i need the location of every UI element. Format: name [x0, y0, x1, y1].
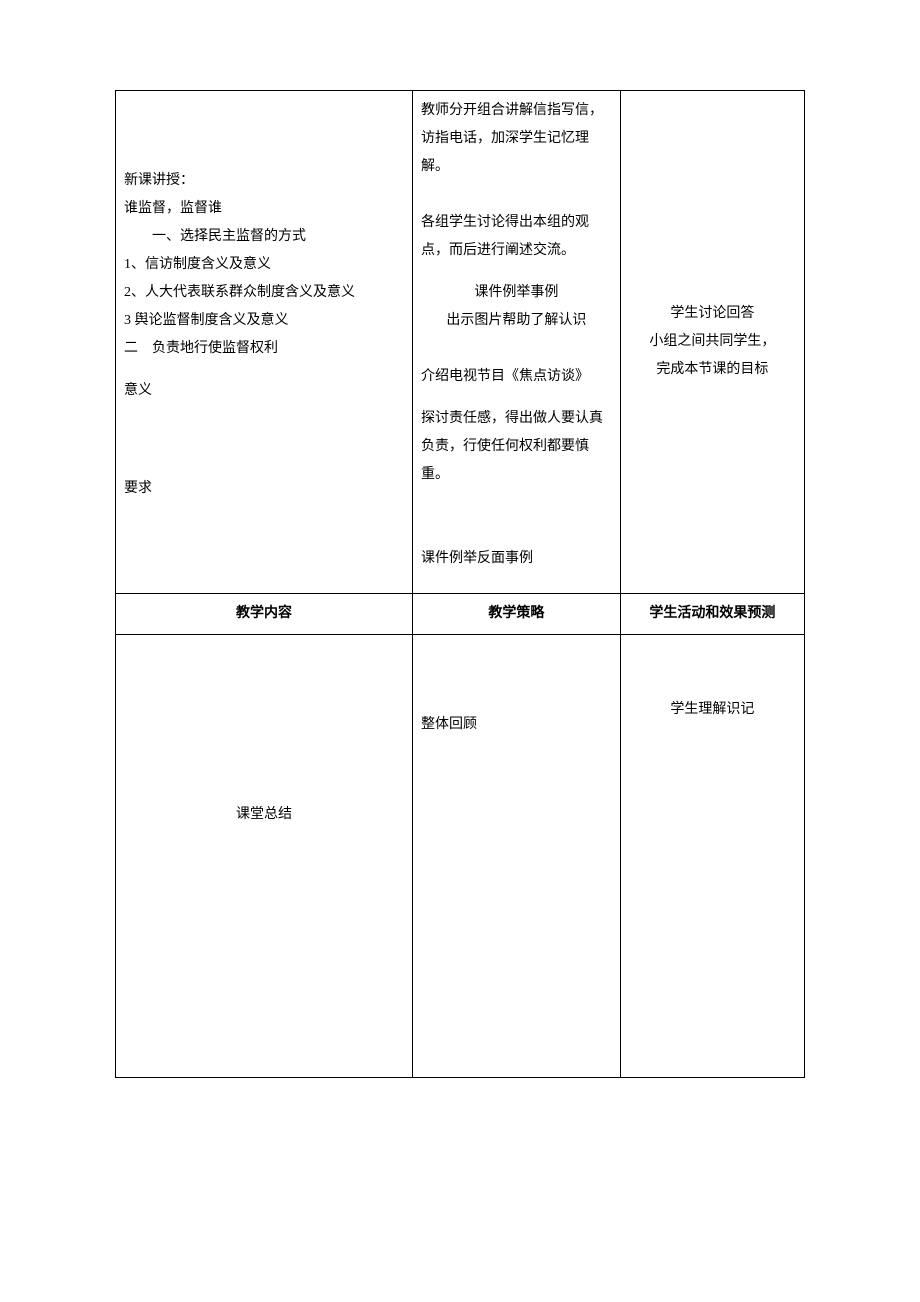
- strategy-text: 教师分开组合讲解信指写信，访指电话，加深学生记忆理解。: [421, 103, 603, 174]
- content-line: 新课讲授：: [124, 173, 194, 188]
- result-text: 学生讨论回答: [670, 306, 754, 321]
- content-cell: 新课讲授： 谁监督，监督谁 一、选择民主监督的方式 1、信访制度含义及意义 2、…: [116, 91, 413, 594]
- content-line: 3 舆论监督制度含义及意义: [124, 313, 289, 328]
- strategy-text: 介绍电视节目《焦点访谈》: [421, 369, 589, 384]
- content-line: 2、人大代表联系群众制度含义及意义: [124, 285, 355, 300]
- content-line: 一、选择民主监督的方式: [124, 223, 306, 251]
- table-row: 新课讲授： 谁监督，监督谁 一、选择民主监督的方式 1、信访制度含义及意义 2、…: [116, 91, 805, 594]
- content-line: 谁监督，监督谁: [124, 201, 222, 216]
- result-summary-text: 学生理解识记: [629, 696, 796, 724]
- strategy-summary-text: 整体回顾: [421, 711, 612, 739]
- result-cell: 学生讨论回答 小组之间共同学生， 完成本节课的目标: [620, 91, 804, 594]
- table-header-row: 教学内容 教学策略 学生活动和效果预测: [116, 594, 805, 635]
- content-cell: 课堂总结: [116, 635, 413, 1078]
- strategy-text: 出示图片帮助了解认识: [421, 307, 612, 335]
- lesson-plan-page: 新课讲授： 谁监督，监督谁 一、选择民主监督的方式 1、信访制度含义及意义 2、…: [0, 0, 920, 1138]
- strategy-text: 课件例举反面事例: [421, 551, 533, 566]
- strategy-text: 各组学生讨论得出本组的观点，而后进行阐述交流。: [421, 215, 589, 258]
- result-cell: 学生理解识记: [620, 635, 804, 1078]
- header-content: 教学内容: [116, 594, 413, 635]
- strategy-cell: 整体回顾: [412, 635, 620, 1078]
- content-line: 1、信访制度含义及意义: [124, 257, 271, 272]
- content-line: 要求: [124, 481, 152, 496]
- content-summary-label: 课堂总结: [124, 801, 404, 829]
- lesson-plan-table: 新课讲授： 谁监督，监督谁 一、选择民主监督的方式 1、信访制度含义及意义 2、…: [115, 90, 805, 1078]
- result-text: 完成本节课的目标: [656, 362, 768, 377]
- header-strategy: 教学策略: [412, 594, 620, 635]
- content-line: 意义: [124, 383, 152, 398]
- header-result: 学生活动和效果预测: [620, 594, 804, 635]
- result-text: 小组之间共同学生，: [649, 334, 775, 349]
- strategy-text: 探讨责任感，得出做人要认真负责，行使任何权利都要慎重。: [421, 411, 603, 482]
- strategy-cell: 教师分开组合讲解信指写信，访指电话，加深学生记忆理解。 各组学生讨论得出本组的观…: [412, 91, 620, 594]
- table-row: 课堂总结 整体回顾 学生理解识记: [116, 635, 805, 1078]
- content-line: 二 负责地行使监督权利: [124, 341, 278, 356]
- strategy-text: 课件例举事例: [421, 279, 612, 307]
